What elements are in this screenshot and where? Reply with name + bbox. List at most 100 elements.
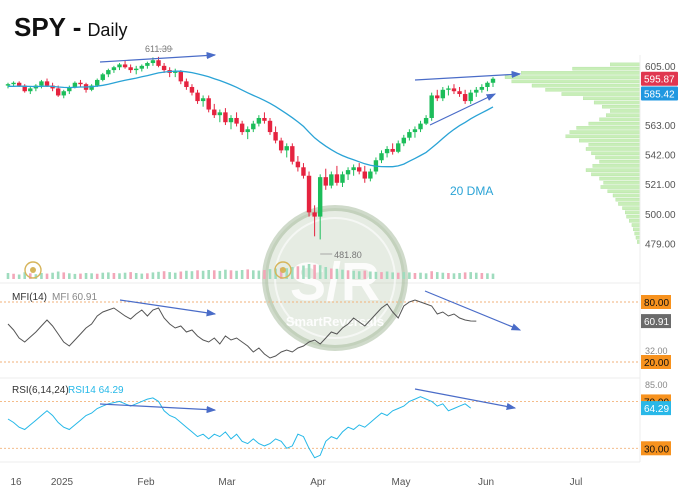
volume-bar (79, 273, 82, 279)
volume-bar (12, 273, 15, 279)
candle-body (462, 94, 468, 102)
rsi-line (7, 396, 472, 459)
x-tick-label: 2025 (51, 477, 74, 488)
volume-profile-bar (599, 117, 641, 122)
volume-bar (408, 272, 411, 279)
dma-label: 20 DMA (450, 184, 493, 198)
candle-body (161, 65, 167, 71)
candle-body (195, 92, 200, 102)
candle-body (245, 129, 250, 133)
candle-body (100, 74, 105, 80)
volume-bar (101, 272, 105, 279)
candle-body (390, 148, 395, 152)
mfi-value-badge (641, 314, 671, 329)
volume-bar (168, 272, 171, 279)
price-badge (641, 86, 678, 101)
volume-profile-bar (626, 214, 641, 219)
candle-body (351, 167, 356, 171)
candle-body (22, 85, 27, 92)
volume-bar (107, 272, 110, 279)
volume-profile-bar (588, 121, 641, 126)
volume-bar (396, 272, 400, 279)
volume-bar (369, 271, 372, 279)
volume-profile-bar (603, 181, 641, 185)
price-tick-label: 521.00 (645, 180, 676, 191)
volume-profile-bar (592, 164, 641, 168)
dma-line: 20 DMA (7, 70, 493, 198)
candle-body (111, 67, 117, 71)
rsi-value-badge-label: 64.29 (644, 404, 669, 415)
volume-bar (352, 270, 355, 279)
volume-bar (40, 273, 43, 279)
volume-bar (6, 273, 10, 279)
trend-arrow (414, 388, 517, 410)
volume-bar (118, 273, 121, 279)
candle-body (490, 78, 496, 83)
candle-body (72, 82, 78, 87)
mfi-tick-label: 32.00 (645, 346, 668, 356)
candle-body (295, 161, 301, 168)
timeframe-label: Daily (87, 20, 128, 40)
volume-bar (402, 272, 406, 279)
volume-profile-bar (610, 109, 641, 113)
volume-profile-bar (631, 223, 641, 227)
volume-profile-bar (602, 104, 641, 109)
volume-bar (424, 273, 428, 279)
mfi-value-badge-label: 60.91 (644, 317, 669, 328)
volume-profile-bar (599, 159, 641, 164)
volume-bar (196, 270, 199, 279)
candle-body (301, 167, 306, 176)
candle-body (173, 71, 178, 73)
candle-body (150, 60, 156, 64)
candle-body (401, 137, 407, 144)
price-badge (641, 71, 678, 86)
volume-bar (330, 268, 333, 279)
volume-profile-bar (588, 143, 641, 147)
candle-body (357, 167, 362, 172)
mfi-level-badge (641, 355, 671, 369)
volume-bar (491, 273, 495, 279)
volume-bar (207, 270, 210, 279)
candle-body (134, 68, 139, 71)
candlestick-series (5, 56, 496, 240)
candle-body (407, 132, 412, 138)
volume-bar (62, 272, 66, 279)
volume-bar (240, 270, 244, 279)
candle-body (212, 109, 217, 116)
candle-body (5, 84, 11, 86)
volume-bar (458, 273, 461, 279)
volume-bar (84, 273, 88, 279)
candle-body (334, 174, 340, 183)
candle-body (206, 98, 211, 110)
volume-bar (246, 269, 250, 279)
candle-body (273, 132, 278, 141)
volume-bar (474, 272, 478, 279)
volume-profile-bar (583, 96, 641, 101)
chart-labels: 605.00 563.00 542.00 521.00 500.00 479.00 595.… (10, 44, 678, 488)
candle-body (317, 177, 323, 217)
x-tick-label: May (392, 477, 411, 488)
volume-profile-bar (561, 92, 641, 96)
volume-profile-bar (504, 75, 641, 79)
volume-bar (346, 270, 350, 279)
volume-bar (463, 272, 467, 279)
x-tick-label: 16 (10, 477, 22, 488)
volume-bar (95, 273, 99, 279)
x-tick-label: Feb (137, 477, 155, 488)
volume-bar (435, 272, 439, 279)
volume-profile-bar (576, 126, 641, 130)
volume-bar (146, 273, 149, 279)
volume-bar (162, 271, 166, 279)
volume-profile-bar (521, 71, 641, 75)
volume-bar (23, 272, 27, 279)
volume-profile-bar (629, 219, 641, 223)
volume-event-dot (30, 267, 36, 273)
volume-bar (123, 272, 127, 279)
price-tick-label: 605.00 (645, 62, 676, 73)
candle-body (267, 120, 273, 133)
candle-body (423, 117, 429, 124)
volume-profile-bar (545, 88, 641, 92)
candle-body (329, 174, 334, 186)
candle-body (278, 140, 284, 151)
volume-profile-bar (622, 206, 641, 210)
